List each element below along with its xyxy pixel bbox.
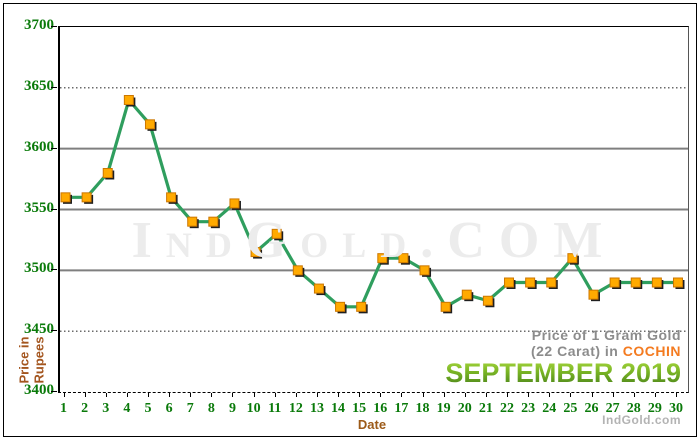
x-tick-mark — [190, 393, 192, 397]
x-tick-mark — [464, 393, 466, 397]
x-tick-mark — [507, 393, 509, 397]
y-tick-mark — [51, 391, 57, 392]
x-tick-label: 2 — [81, 401, 89, 416]
x-tick-mark — [338, 393, 340, 397]
y-tick-mark — [51, 330, 57, 332]
x-tick-label: 25 — [563, 401, 578, 416]
y-tick-label: 3400 — [24, 382, 54, 398]
x-tick-mark — [422, 393, 424, 397]
x-tick-mark — [612, 393, 614, 397]
x-tick-label: 27 — [605, 401, 620, 416]
x-tick-label: 13 — [309, 401, 324, 416]
price-line-chart — [60, 87, 688, 332]
x-tick-mark — [443, 393, 445, 397]
x-tick-mark — [675, 393, 677, 397]
x-tick-mark — [528, 393, 530, 397]
branding-line2: (22 Carat) in COCHIN — [530, 343, 681, 359]
y-tick-label: 3550 — [24, 199, 54, 216]
x-tick-mark — [169, 393, 171, 397]
x-tick-mark — [633, 393, 635, 397]
x-tick-label: 9 — [228, 401, 236, 416]
y-axis-title-text: Price in Rupees — [16, 336, 46, 384]
y-tick-mark — [51, 26, 57, 27]
x-tick-mark — [401, 393, 403, 397]
x-tick-mark — [63, 393, 65, 397]
x-tick-label: 7 — [186, 401, 194, 416]
x-tick-mark — [380, 393, 382, 397]
y-tick-label: 3650 — [24, 77, 54, 94]
x-tick-mark — [105, 393, 107, 397]
branding-block: Price of 1 Gram Gold (22 Carat) in COCHI… — [445, 327, 681, 387]
x-tick-label: 4 — [123, 401, 131, 416]
y-axis-title: Price in Rupees — [8, 322, 54, 398]
x-tick-label: 10 — [246, 401, 261, 416]
x-tick-label: 24 — [542, 401, 557, 416]
x-tick-label: 19 — [436, 401, 451, 416]
x-tick-label: 22 — [500, 401, 515, 416]
y-tick-label: 3450 — [24, 321, 54, 338]
x-tick-mark — [549, 393, 551, 397]
y-tick-mark — [51, 86, 57, 88]
x-tick-label: 14 — [331, 401, 346, 416]
x-tick-mark — [570, 393, 572, 397]
x-tick-mark — [147, 393, 149, 397]
x-tick-mark — [359, 393, 361, 397]
x-tick-label: 8 — [207, 401, 215, 416]
x-tick-label: 6 — [165, 401, 173, 416]
x-tick-label: 23 — [521, 401, 536, 416]
x-tick-label: 30 — [668, 401, 683, 416]
x-tick-label: 20 — [457, 401, 472, 416]
x-tick-label: 26 — [584, 401, 599, 416]
x-tick-label: 12 — [288, 401, 303, 416]
x-axis-title: Date — [357, 417, 387, 432]
x-tick-label: 29 — [647, 401, 662, 416]
x-tick-mark — [591, 393, 593, 397]
x-tick-label: 18 — [415, 401, 430, 416]
branding-period: SEPTEMBER 2019 — [445, 358, 681, 388]
x-tick-mark — [274, 393, 276, 397]
y-tick-label: 3600 — [24, 138, 54, 155]
y-tick-mark — [51, 269, 57, 271]
branding-line1: Price of 1 Gram Gold — [531, 327, 681, 343]
x-tick-label: 11 — [268, 401, 282, 416]
x-tick-mark — [211, 393, 213, 397]
x-tick-label: 28 — [626, 401, 641, 416]
branding-city: COCHIN — [622, 343, 681, 359]
x-tick-label: 5 — [144, 401, 152, 416]
y-tick-label: 3500 — [24, 260, 54, 277]
x-tick-label: 16 — [373, 401, 388, 416]
x-tick-mark — [232, 393, 234, 397]
x-tick-mark — [295, 393, 297, 397]
x-tick-mark — [253, 393, 255, 397]
y-tick-label: 3700 — [24, 17, 54, 33]
x-tick-label: 3 — [102, 401, 110, 416]
x-tick-mark — [485, 393, 487, 397]
y-tick-mark — [51, 208, 57, 210]
x-tick-mark — [654, 393, 656, 397]
x-tick-mark — [126, 393, 128, 397]
x-tick-label: 17 — [394, 401, 409, 416]
site-credit: IndGold.com — [602, 413, 681, 427]
x-tick-label: 1 — [60, 401, 67, 416]
x-tick-label: 15 — [352, 401, 367, 416]
x-tick-mark — [84, 393, 86, 397]
x-tick-label: 21 — [478, 401, 493, 416]
chart-outer-border — [3, 3, 697, 437]
y-tick-mark — [51, 147, 57, 149]
x-tick-mark — [316, 393, 318, 397]
